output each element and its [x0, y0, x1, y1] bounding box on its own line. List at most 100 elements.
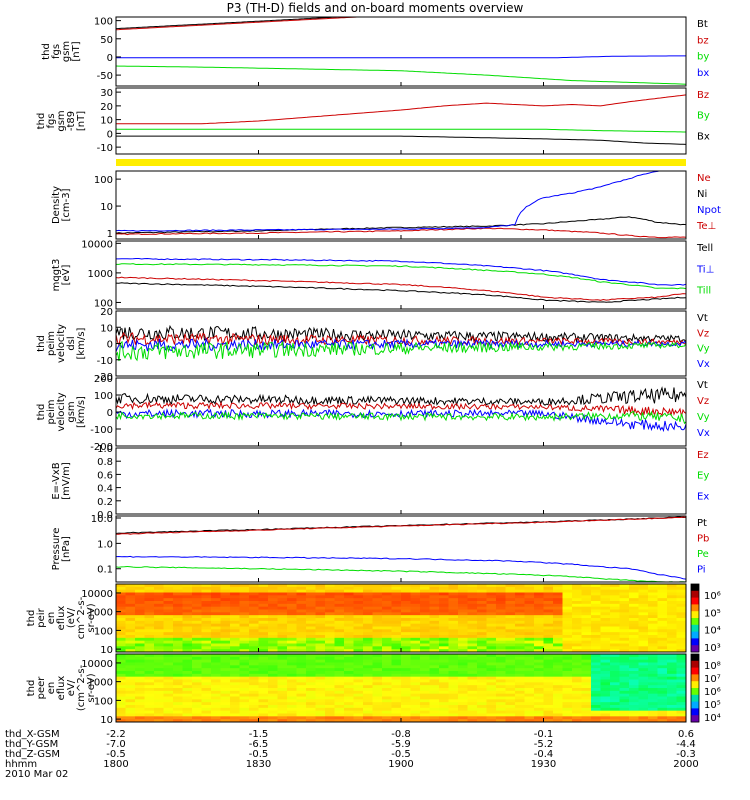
spectrogram-cell — [477, 623, 488, 628]
spectrogram-cell — [230, 615, 241, 619]
spectrogram-cell — [429, 662, 440, 666]
y-axis-label: thd — [36, 335, 47, 352]
series-line-bz — [116, 17, 366, 31]
spectrogram-cell — [562, 662, 573, 666]
spectrogram-cell — [648, 659, 659, 664]
spectrogram-cell — [676, 592, 686, 596]
spectrogram-cell — [439, 606, 450, 611]
spectrogram-cell — [325, 716, 336, 720]
spectrogram-cell — [249, 699, 260, 703]
spectrogram-cell — [372, 592, 383, 596]
spectrogram-cell — [144, 584, 155, 588]
spectrogram-cell — [572, 716, 583, 720]
colorbar-segment — [691, 590, 699, 599]
spectrogram-cell — [619, 719, 630, 722]
spectrogram-cell — [353, 659, 364, 664]
spectrogram-cell — [515, 659, 526, 664]
spectrogram-cell — [467, 615, 478, 619]
x-axis-value: 1930 — [531, 759, 556, 770]
spectrogram-cell — [334, 640, 345, 645]
spectrogram-cell — [192, 690, 203, 695]
spectrogram-cell — [458, 635, 469, 639]
spectrogram-cell — [524, 592, 535, 596]
spectrogram-cell — [277, 676, 288, 681]
spectrogram-cell — [448, 595, 459, 599]
spectrogram-cell — [220, 699, 231, 703]
spectrogram-cell — [610, 662, 621, 666]
panel-frame — [115, 240, 687, 310]
x-axis-row-label: thd_Y-GSM — [5, 739, 58, 750]
spectrogram-cell — [505, 598, 516, 602]
spectrogram-cell — [667, 705, 678, 709]
spectrogram-cell — [562, 665, 573, 669]
spectrogram-cell — [239, 693, 250, 698]
spectrogram-cell — [154, 629, 165, 633]
spectrogram-cell — [676, 696, 686, 700]
spectrogram-cell — [543, 637, 554, 642]
spectrogram-cell — [173, 705, 184, 709]
spectrogram-cell — [296, 719, 307, 722]
spectrogram-cell — [420, 696, 431, 700]
spectrogram-cell — [667, 685, 678, 689]
spectrogram-cell — [591, 685, 602, 689]
spectrogram-cell — [277, 592, 288, 596]
spectrogram-cell — [125, 618, 136, 622]
spectrogram-cell — [154, 685, 165, 689]
spectrogram-cell — [505, 716, 516, 720]
spectrogram-cell — [230, 665, 241, 669]
spectrogram-cell — [315, 584, 326, 588]
spectrogram-cell — [372, 584, 383, 588]
spectrogram-cell — [239, 584, 250, 588]
spectrogram-cell — [629, 595, 640, 599]
spectrogram-cell — [486, 693, 497, 698]
spectrogram-cell — [353, 649, 364, 652]
spectrogram-cell — [144, 699, 155, 703]
spectrogram-cell — [277, 682, 288, 686]
spectrogram-cell — [429, 659, 440, 664]
spectrogram-cell — [610, 690, 621, 695]
spectrogram-cell — [249, 665, 260, 669]
spectrogram-cell — [306, 716, 317, 720]
spectrogram-cell — [600, 623, 611, 628]
spectrogram-cell — [325, 643, 336, 647]
spectrogram-cell — [296, 690, 307, 695]
spectrogram-cell — [163, 713, 174, 717]
spectrogram-cell — [230, 595, 241, 599]
spectrogram-cell — [581, 637, 592, 642]
spectrogram-cell — [277, 693, 288, 698]
spectrogram-cell — [638, 626, 649, 630]
spectrogram-cell — [657, 679, 668, 683]
spectrogram-cell — [306, 595, 317, 599]
spectrogram-cell — [553, 696, 564, 700]
spectrogram-cell — [277, 716, 288, 720]
spectrogram-cell — [600, 603, 611, 608]
spectrogram-cell — [629, 671, 640, 675]
spectrogram-cell — [220, 673, 231, 678]
spectrogram-cell — [534, 618, 545, 622]
spectrogram-cell — [515, 688, 526, 692]
spectrogram-cell — [173, 649, 184, 652]
spectrogram-cell — [486, 707, 497, 712]
spectrogram-cell — [258, 690, 269, 695]
spectrogram-cell — [344, 592, 355, 596]
spectrogram-cell — [439, 635, 450, 639]
spectrogram-cell — [230, 693, 241, 698]
spectrogram-cell — [325, 656, 336, 661]
spectrogram-cell — [391, 710, 402, 715]
spectrogram-cell — [382, 615, 393, 619]
spectrogram-cell — [372, 649, 383, 652]
spectrogram-cell — [163, 707, 174, 712]
spectrogram-cell — [458, 615, 469, 619]
spectrogram-cell — [524, 615, 535, 619]
spectrogram-cell — [619, 612, 630, 616]
spectrogram-cell — [543, 603, 554, 608]
spectrogram-cell — [401, 637, 412, 642]
spectrogram-cell — [505, 632, 516, 636]
spectrogram-cell — [116, 713, 127, 717]
spectrogram-cell — [448, 649, 459, 652]
spectrogram-cell — [211, 646, 222, 650]
spectrogram-cell — [344, 699, 355, 703]
spectrogram-cell — [277, 671, 288, 675]
spectrogram-cell — [524, 690, 535, 695]
spectrogram-cell — [572, 671, 583, 675]
